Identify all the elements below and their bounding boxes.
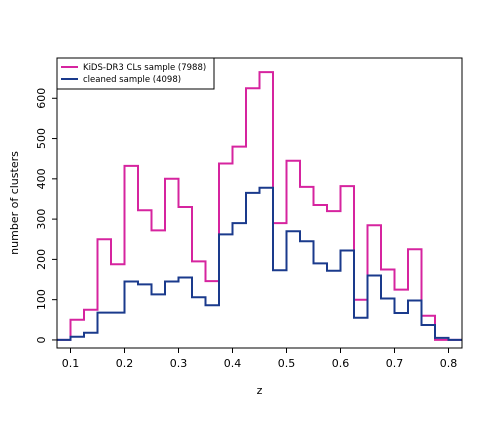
y-axis: 0 100 200 300 400 500 600 [35, 88, 57, 343]
y-tick-label: 0 [35, 336, 48, 343]
series-line-0 [57, 71, 462, 341]
plot-frame [56, 57, 463, 349]
y-tick-label: 200 [35, 249, 48, 270]
series-line-1 [57, 186, 462, 341]
x-tick-label: 0.6 [332, 357, 350, 370]
series-layer [57, 71, 462, 341]
y-tick-label: 400 [35, 168, 48, 189]
x-tick-label: 0.7 [386, 357, 404, 370]
y-tick-label: 300 [35, 209, 48, 230]
legend: KiDS-DR3 CLs sample (7988) cleaned sampl… [56, 57, 215, 90]
x-axis-label: z [257, 384, 263, 397]
x-tick-label: 0.1 [62, 357, 80, 370]
y-axis-label: number of clusters [8, 151, 21, 255]
y-tick-label: 500 [35, 128, 48, 149]
x-tick-label: 0.5 [278, 357, 296, 370]
legend-box [56, 57, 215, 90]
y-tick-label: 100 [35, 289, 48, 310]
x-axis: 0.1 0.2 0.3 0.4 0.5 0.6 0.7 0.8 [62, 348, 458, 370]
x-tick-label: 0.3 [170, 357, 188, 370]
legend-label-kids: KiDS-DR3 CLs sample (7988) [83, 63, 206, 73]
legend-label-cleaned: cleaned sample (4098) [83, 75, 181, 85]
x-tick-label: 0.2 [116, 357, 134, 370]
x-tick-label: 0.8 [440, 357, 458, 370]
y-tick-label: 600 [35, 88, 48, 109]
x-tick-label: 0.4 [224, 357, 242, 370]
